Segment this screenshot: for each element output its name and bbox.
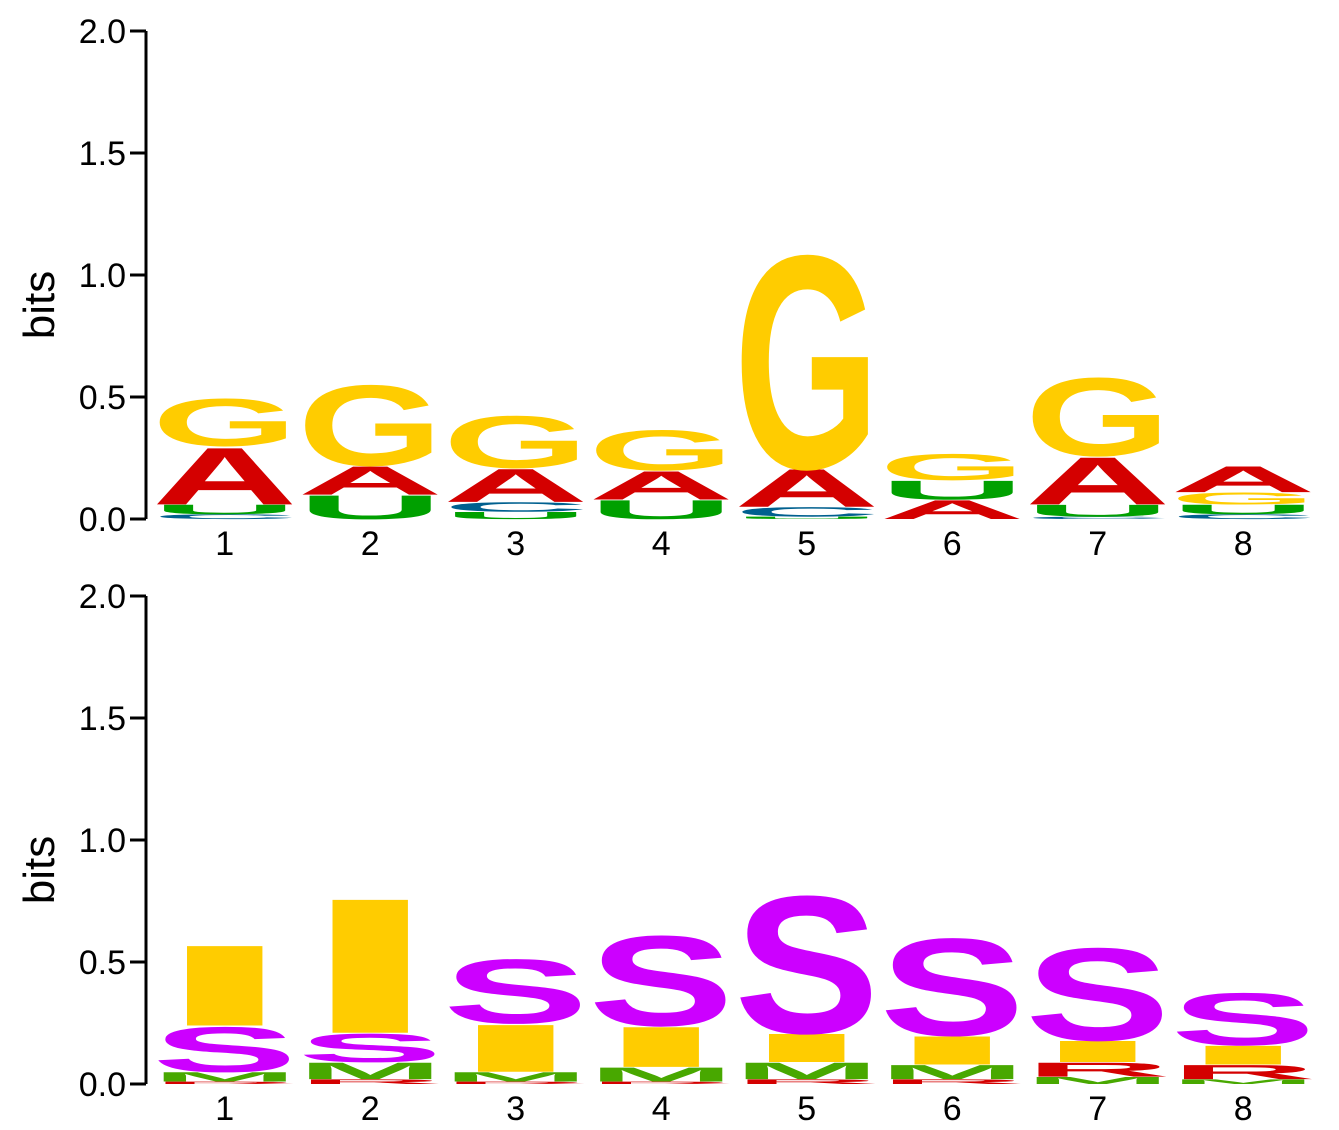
x-tick-label: 2: [361, 1090, 380, 1128]
y-tick-label: 2.0: [79, 13, 126, 51]
y-tick-label: 2.0: [79, 578, 126, 616]
logo-letter-S: S: [1171, 977, 1317, 1061]
x-tick-label: 8: [1234, 525, 1253, 563]
logo-letter-C: C: [1171, 513, 1316, 521]
logo-letter-G: G: [443, 401, 588, 484]
logo-letter-M: M: [1171, 1078, 1316, 1086]
logo-letter-A: A: [298, 458, 443, 504]
logo-letter-S: S: [734, 855, 879, 1075]
y-tick-label: 1.0: [79, 257, 126, 295]
x-tick-label: 3: [506, 1090, 525, 1128]
y-axis-title: bits: [15, 271, 64, 339]
logo-letter-A: A: [443, 459, 588, 512]
logo-letter-A: A: [152, 431, 298, 522]
logo-letter-R: R: [1171, 1061, 1316, 1084]
logo-letter-C: C: [152, 513, 297, 521]
logo-letter-M: M: [734, 1058, 879, 1084]
logo-letter-A: A: [734, 458, 879, 519]
logo-letter-U: U: [152, 502, 297, 517]
logo-letter-R: R: [734, 1078, 879, 1086]
logo-letter-I: I: [734, 1025, 879, 1070]
logo-letter-M: M: [589, 1063, 734, 1086]
x-tick-label: 3: [506, 525, 525, 563]
logo-letter-A: A: [1171, 458, 1316, 500]
logo-letter-S: S: [880, 909, 1025, 1065]
logo-letter-U: U: [1025, 501, 1171, 520]
y-tick-label: 1.5: [79, 700, 126, 738]
y-tick-label: 0.5: [79, 944, 126, 982]
logo-letter-C: C: [734, 504, 879, 519]
logo-letter-I: I: [298, 858, 443, 1074]
y-tick-label: 0.5: [79, 379, 126, 417]
logo-letter-U: U: [1171, 502, 1316, 517]
logo-letter-R: R: [443, 1081, 588, 1085]
logo-letter-C: C: [443, 500, 588, 515]
logo-letter-I: I: [443, 1011, 588, 1087]
logo-letter-R: R: [152, 1081, 297, 1085]
x-tick-label: 6: [943, 1090, 962, 1128]
logo-letter-G: G: [1171, 489, 1316, 508]
logo-letter-U: U: [443, 510, 588, 521]
logo-letter-I: I: [152, 921, 297, 1050]
logo-letter-R: R: [589, 1081, 734, 1085]
logo-letter-S: S: [443, 941, 588, 1043]
x-tick-label: 4: [652, 525, 671, 563]
logo-letter-U: U: [589, 495, 735, 525]
x-tick-label: 4: [652, 1090, 671, 1128]
logo-letter-G: G: [152, 385, 297, 461]
logo-letter-A: A: [589, 463, 734, 509]
logo-letter-C: C: [1025, 516, 1170, 520]
logo-letter-I: I: [589, 1015, 734, 1079]
logo-letter-G: G: [298, 361, 443, 490]
logo-letter-G: G: [589, 419, 734, 483]
logo-letter-I: I: [880, 1028, 1025, 1073]
logo-letter-A: A: [1025, 443, 1170, 519]
logo-letter-S: S: [152, 1014, 297, 1086]
logo-letter-M: M: [1025, 1075, 1170, 1086]
logo-letter-G: G: [880, 446, 1025, 488]
logo-letter-M: M: [443, 1069, 588, 1084]
logo-letter-M: M: [880, 1061, 1025, 1084]
logo-letter-G: G: [1025, 355, 1170, 480]
x-tick-label: 7: [1088, 525, 1107, 563]
x-tick-label: 6: [943, 525, 962, 563]
logo-letter-R: R: [298, 1078, 443, 1086]
logo-letter-S: S: [298, 1025, 443, 1070]
logo-letter-R: R: [880, 1078, 1025, 1086]
y-tick-label: 1.0: [79, 822, 126, 860]
x-tick-label: 1: [215, 525, 234, 563]
x-tick-label: 5: [797, 525, 816, 563]
logo-letter-G: G: [734, 192, 879, 533]
logo-letter-U: U: [298, 488, 443, 526]
logo-letter-I: I: [1171, 1040, 1316, 1070]
logo-letter-S: S: [589, 909, 734, 1053]
logo-letter-U: U: [734, 516, 879, 520]
y-axis-title: bits: [15, 836, 64, 904]
logo-letter-A: A: [880, 495, 1026, 525]
x-tick-label: 7: [1088, 1090, 1107, 1128]
logo-letter-U: U: [880, 475, 1026, 505]
y-tick-label: 0.0: [79, 501, 126, 539]
logo-letter-R: R: [1025, 1058, 1170, 1081]
x-tick-label: 5: [797, 1090, 816, 1128]
x-tick-label: 8: [1234, 1090, 1253, 1128]
y-tick-label: 1.5: [79, 135, 126, 173]
x-tick-label: 2: [361, 525, 380, 563]
x-tick-label: 1: [215, 1090, 234, 1128]
logo-letter-M: M: [152, 1069, 297, 1084]
logo-letter-S: S: [1025, 921, 1170, 1068]
logo-letter-I: I: [1025, 1034, 1170, 1068]
y-tick-label: 0.0: [79, 1066, 126, 1104]
logo-letter-M: M: [298, 1058, 443, 1084]
